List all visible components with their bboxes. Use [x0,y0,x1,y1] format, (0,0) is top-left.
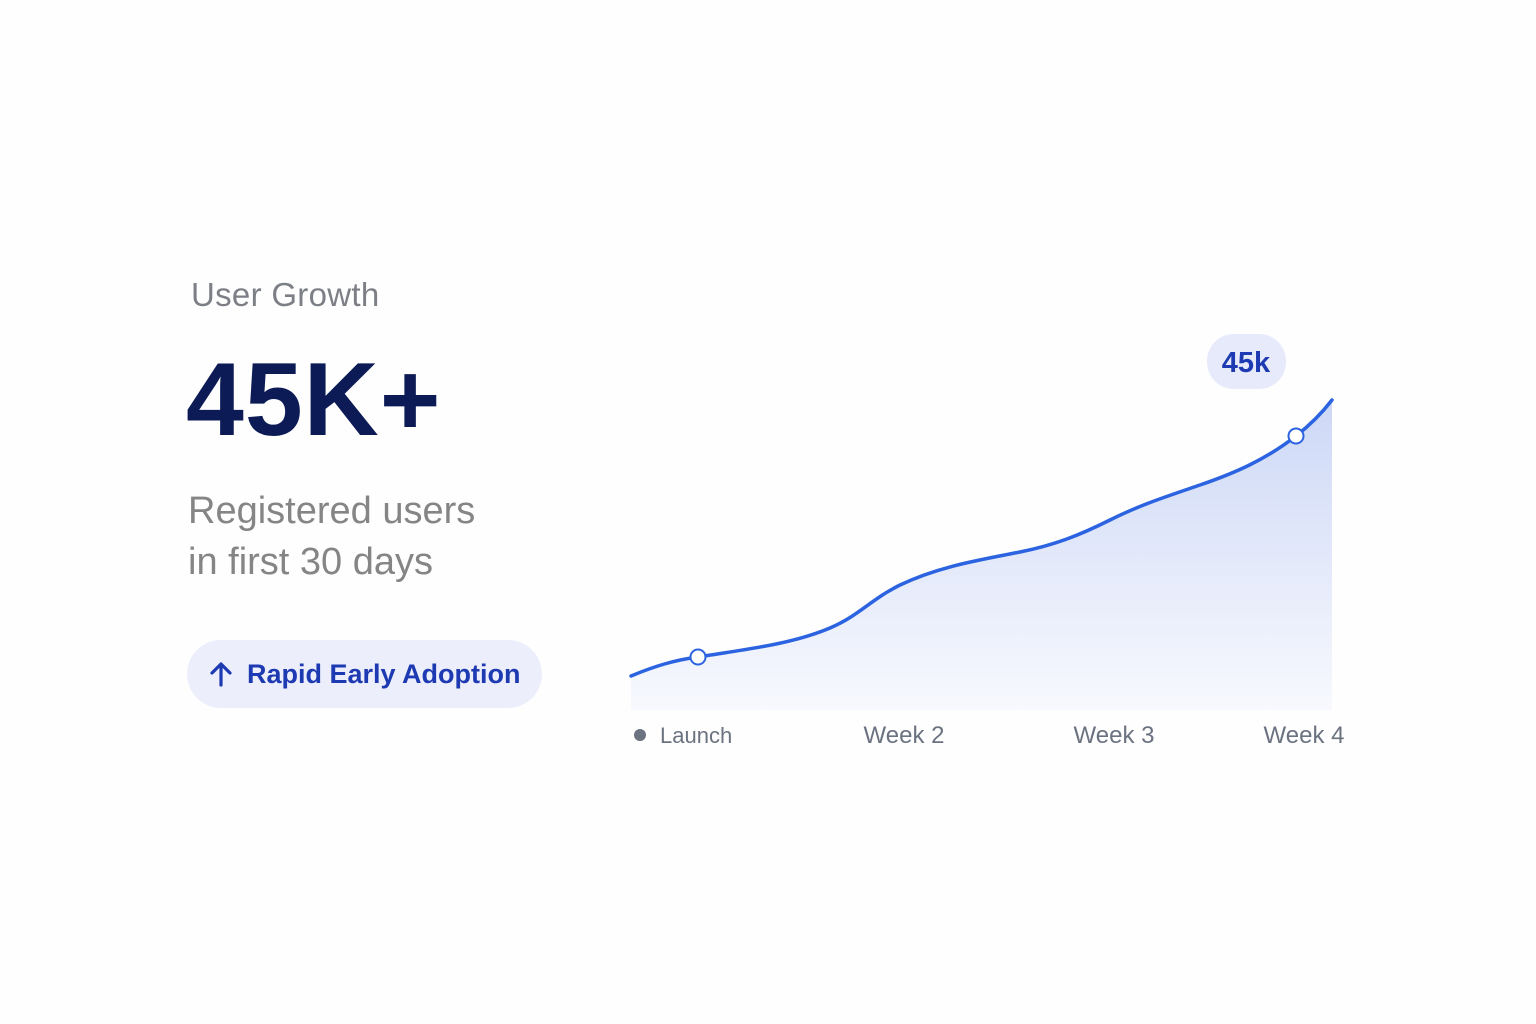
description-line-1: Registered users [188,490,476,532]
headline-value: 45K+ [186,342,442,458]
arrow-up-icon [210,662,232,687]
x-axis-labels: Launch Week 2 Week 3 Week 4 [660,722,1344,749]
x-tick-label-week-3: Week 3 [1074,722,1155,749]
description-line-2: in first 30 days [188,541,433,583]
description: Registered users in first 30 days [188,486,475,588]
section-label: User Growth [191,276,380,313]
callout-label: 45k [1222,347,1271,379]
x-tick-label-week-4: Week 4 [1264,722,1345,749]
point-launch [689,648,707,666]
legend-dot [634,729,646,741]
callout-pill [1207,334,1286,389]
x-tick-label-week-2: Week 2 [864,722,945,749]
value-callout: 45k [1207,334,1286,389]
area-fill [631,400,1332,710]
x-tick-label-launch: Launch [660,723,732,748]
growth-badge: Rapid Early Adoption [187,640,542,708]
badge-label: Rapid Early Adoption [247,658,521,689]
series-line [629,398,1334,678]
point-week4 [1287,427,1305,445]
